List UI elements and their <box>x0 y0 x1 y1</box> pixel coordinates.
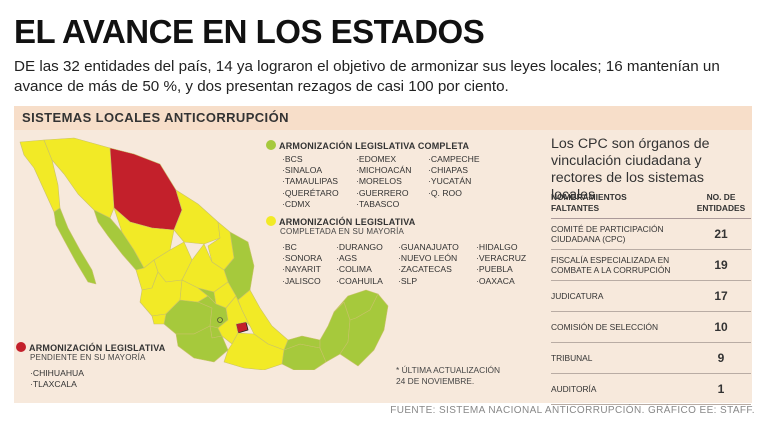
header-line: NOMBRAMIENTOS <box>551 192 627 202</box>
state-label: OAXACA <box>476 276 526 287</box>
header-line: NO. DE <box>706 192 736 202</box>
section-header: SISTEMAS LOCALES ANTICORRUPCIÓN <box>14 106 752 130</box>
state-label: ZACATECAS <box>398 264 459 275</box>
update-note: * ÚLTIMA ACTUALIZACIÓN 24 DE NOVIEMBRE. <box>396 365 500 387</box>
state-label: SONORA <box>282 253 322 264</box>
state-label: CDMX <box>282 199 339 210</box>
table-row: FISCALÍA ESPECIALIZADA EN COMBATE A LA CO… <box>551 249 751 281</box>
note-line: * ÚLTIMA ACTUALIZACIÓN <box>396 365 501 375</box>
row-value: 1 <box>691 373 751 405</box>
green-dot-icon <box>266 140 276 150</box>
state-label: CHIAPAS <box>428 165 480 176</box>
legend-pending-title: ARMONIZACIÓN LEGISLATIVA <box>29 343 166 353</box>
majority-column-4: HIDALGO VERACRUZ PUEBLA OAXACA <box>476 242 526 287</box>
state-label: SLP <box>398 276 459 287</box>
row-label: COMISIÓN DE SELECCIÓN <box>551 311 691 343</box>
row-value: 10 <box>691 311 751 343</box>
row-value: 19 <box>691 249 751 281</box>
label-line: COMITÉ DE PARTICIPACIÓN <box>551 223 664 234</box>
table-row: COMITÉ DE PARTICIPACIÓN CIUDADANA (CPC) 2… <box>551 218 751 250</box>
state-label: Q. ROO <box>428 188 480 199</box>
state-colima <box>151 313 167 325</box>
header-count: NO. DE ENTIDADES <box>691 192 751 219</box>
state-label: MICHOACÁN <box>356 165 412 176</box>
table-row: JUDICATURA 17 <box>551 280 751 312</box>
majority-column-2: DURANGO AGS COLIMA COAHUILA <box>336 242 383 287</box>
state-cdmx <box>217 317 223 323</box>
pending-column: CHIHUAHUA TLAXCALA <box>30 368 84 390</box>
label-line: COMBATE A LA CORRUPCIÓN <box>551 265 671 275</box>
state-label: NUEVO LEÓN <box>398 253 459 264</box>
state-label: COAHUILA <box>336 276 383 287</box>
red-dot-icon <box>16 342 26 352</box>
legend-complete-title: ARMONIZACIÓN LEGISLATIVA COMPLETA <box>279 141 470 151</box>
row-label: FISCALÍA ESPECIALIZADA EN COMBATE A LA CO… <box>551 249 691 281</box>
note-line: 24 DE NOVIEMBRE. <box>396 376 475 386</box>
legend-majority-title: ARMONIZACIÓN LEGISLATIVA <box>279 217 416 227</box>
table-header: NOMBRAMIENTOS FALTANTES NO. DE ENTIDADES <box>551 192 751 219</box>
complete-column-1: BCS SINALOA TAMAULIPAS QUERÉTARO CDMX <box>282 154 339 210</box>
header-missing: NOMBRAMIENTOS FALTANTES <box>551 192 691 219</box>
state-label: CAMPECHE <box>428 154 480 165</box>
row-value: 17 <box>691 280 751 312</box>
state-label: DURANGO <box>336 242 383 253</box>
state-label: MORELOS <box>356 176 411 187</box>
state-label: VERACRUZ <box>476 253 526 264</box>
legend-pending: ARMONIZACIÓN LEGISLATIVA PENDIENTE EN SU… <box>16 342 165 362</box>
state-coahuila <box>173 189 221 245</box>
legend-majority: ARMONIZACIÓN LEGISLATIVA COMPLETADA EN S… <box>266 216 415 236</box>
row-label: AUDITORÍA <box>551 373 691 405</box>
state-label: PUEBLA <box>476 264 526 275</box>
label-line: CIUDADANA (CPC) <box>551 234 626 244</box>
state-bcs <box>53 207 97 285</box>
state-label: TAMAULIPAS <box>282 176 339 187</box>
state-label: COLIMA <box>336 264 383 275</box>
row-label: TRIBUNAL <box>551 342 691 374</box>
majority-column-3: GUANAJUATO NUEVO LEÓN ZACATECAS SLP <box>398 242 459 287</box>
row-value: 21 <box>691 218 751 250</box>
table-row: COMISIÓN DE SELECCIÓN 10 <box>551 311 751 343</box>
legend-majority-subtitle: COMPLETADA EN SU MAYORÍA <box>280 227 405 236</box>
page-title: EL AVANCE EN LOS ESTADOS <box>14 13 485 50</box>
state-label: AGS <box>336 253 383 264</box>
row-value: 9 <box>691 342 751 374</box>
label-line: FISCALÍA ESPECIALIZADA EN <box>551 254 670 265</box>
state-label: GUANAJUATO <box>398 242 459 253</box>
appointments-table: NOMBRAMIENTOS FALTANTES NO. DE ENTIDADES C… <box>551 192 751 405</box>
row-label: COMITÉ DE PARTICIPACIÓN CIUDADANA (CPC) <box>551 218 691 250</box>
legend-complete: ARMONIZACIÓN LEGISLATIVA COMPLETA <box>266 140 469 151</box>
state-label: SINALOA <box>282 165 339 176</box>
header-line: ENTIDADES <box>696 203 746 213</box>
legend-pending-subtitle: PENDIENTE EN SU MAYORÍA <box>30 353 146 362</box>
table-row: AUDITORÍA 1 <box>551 373 751 405</box>
state-label: BCS <box>282 154 339 165</box>
state-label: CHIHUAHUA <box>30 368 84 379</box>
table-row: TRIBUNAL 9 <box>551 342 751 374</box>
state-label: BC <box>282 242 322 253</box>
state-label: YUCATÁN <box>428 176 480 187</box>
complete-column-2: EDOMEX MICHOACÁN MORELOS GUERRERO TABASC… <box>356 154 412 210</box>
header-line: FALTANTES <box>551 203 600 213</box>
state-label: EDOMEX <box>356 154 411 165</box>
source-credit: FUENTE: SISTEMA NACIONAL ANTICORRUPCIÓN.… <box>390 405 755 416</box>
state-label: TABASCO <box>356 199 411 210</box>
complete-column-3: CAMPECHE CHIAPAS YUCATÁN Q. ROO <box>428 154 480 199</box>
subtitle: DE las 32 entidades del país, 14 ya logr… <box>14 58 720 95</box>
state-label: TLAXCALA <box>30 379 84 390</box>
state-guerrero <box>175 325 229 363</box>
state-label: GUERRERO <box>356 188 411 199</box>
state-quintana-roo <box>339 293 389 367</box>
yellow-dot-icon <box>266 216 276 226</box>
row-label: JUDICATURA <box>551 280 691 312</box>
section-title: SISTEMAS LOCALES ANTICORRUPCIÓN <box>22 110 289 125</box>
mexico-map <box>19 137 389 370</box>
state-label: NAYARIT <box>282 264 322 275</box>
state-label: HIDALGO <box>476 242 526 253</box>
state-label: JALISCO <box>282 276 322 287</box>
state-label: QUERÉTARO <box>282 188 339 199</box>
majority-column-1: BC SONORA NAYARIT JALISCO <box>282 242 322 287</box>
